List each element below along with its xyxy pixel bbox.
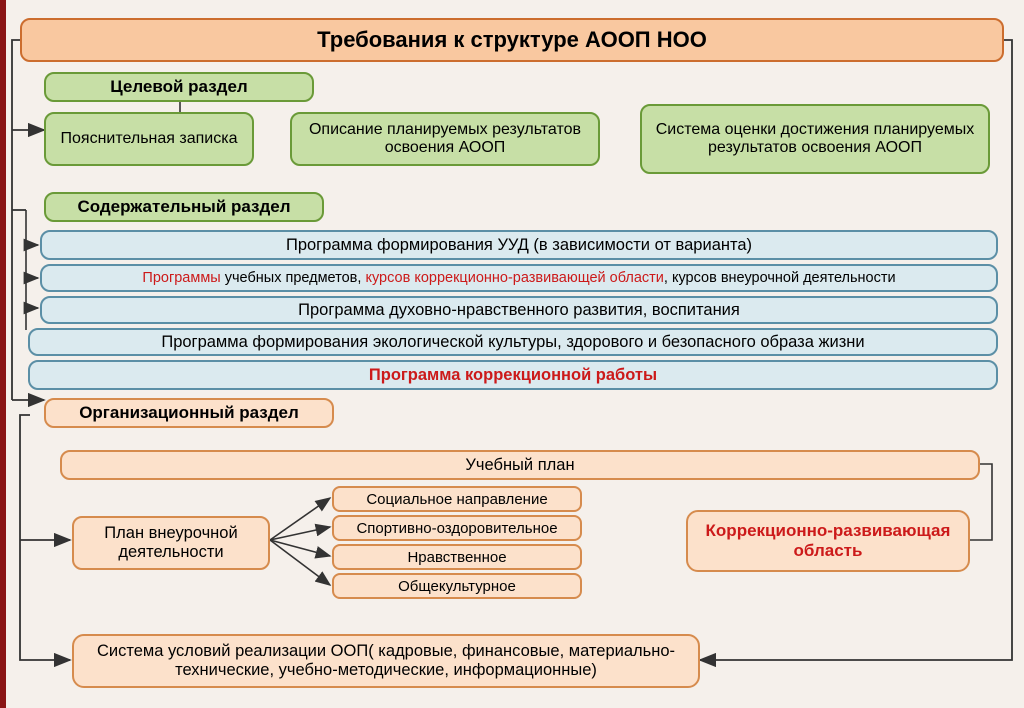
direction-social: Социальное направление bbox=[332, 486, 582, 512]
direction-moral: Нравственное bbox=[332, 544, 582, 570]
direction-culture: Общекультурное bbox=[332, 573, 582, 599]
text-red: Программа коррекционной работы bbox=[369, 366, 657, 385]
target-box-3: Система оценки достижения планируемых ре… bbox=[640, 104, 990, 174]
text: учебных предметов, bbox=[225, 270, 366, 286]
target-box-2: Описание планируемых результатов освоени… bbox=[290, 112, 600, 166]
main-title: Требования к структуре АООП НОО bbox=[20, 18, 1004, 62]
org-row-curriculum: Учебный план bbox=[60, 450, 980, 480]
target-box-1: Пояснительная записка bbox=[44, 112, 254, 166]
implementation-conditions: Система условий реализации ООП( кадровые… bbox=[72, 634, 700, 688]
text-red: курсов коррекционно-развивающей области bbox=[365, 270, 663, 286]
section-header-target: Целевой раздел bbox=[44, 72, 314, 102]
content-row-moral: Программа духовно-нравственного развития… bbox=[40, 296, 998, 324]
text: , курсов внеурочной деятельности bbox=[664, 270, 896, 286]
section-header-content: Содержательный раздел bbox=[44, 192, 324, 222]
direction-sport: Спортивно-оздоровительное bbox=[332, 515, 582, 541]
section-header-org: Организационный раздел bbox=[44, 398, 334, 428]
decorative-left-bar bbox=[0, 0, 6, 708]
content-row-correction: Программа коррекционной работы bbox=[28, 360, 998, 390]
content-row-eco: Программа формирования экологической кул… bbox=[28, 328, 998, 356]
correction-area: Коррекционно-развивающая область bbox=[686, 510, 970, 572]
content-row-uud: Программа формирования УУД (в зависимост… bbox=[40, 230, 998, 260]
content-row-programs: Программы учебных предметов, курсов корр… bbox=[40, 264, 998, 292]
extracurricular-plan: План внеурочной деятельности bbox=[72, 516, 270, 570]
text-red: Программы bbox=[142, 270, 224, 286]
